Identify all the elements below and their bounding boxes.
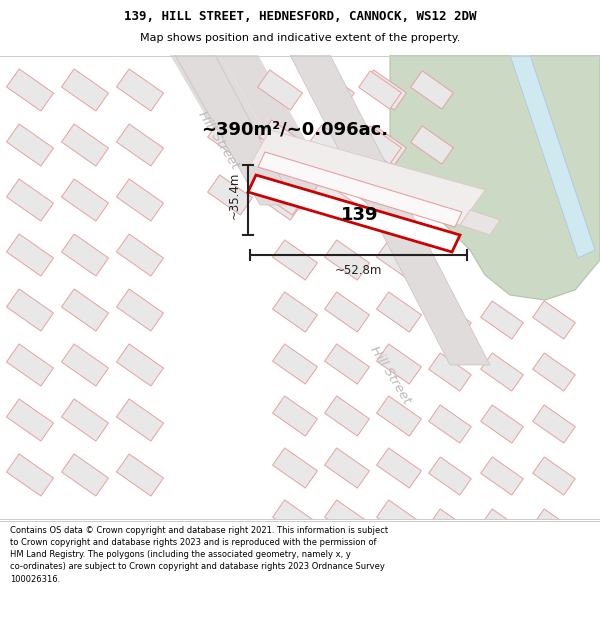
Polygon shape [208,120,253,160]
Polygon shape [170,55,310,210]
Polygon shape [61,179,109,221]
Polygon shape [362,125,406,165]
Polygon shape [175,55,295,205]
Polygon shape [377,448,421,488]
Polygon shape [116,399,164,441]
Polygon shape [481,457,523,495]
Polygon shape [533,353,575,391]
Polygon shape [325,448,370,488]
Polygon shape [61,124,109,166]
Text: Contains OS data © Crown copyright and database right 2021. This information is : Contains OS data © Crown copyright and d… [10,526,388,584]
Polygon shape [220,55,345,210]
Polygon shape [61,234,109,276]
Text: ~52.8m: ~52.8m [335,264,382,278]
Polygon shape [250,130,485,225]
Polygon shape [377,500,421,540]
Polygon shape [116,69,164,111]
Polygon shape [359,71,401,109]
Polygon shape [7,234,53,276]
Polygon shape [325,396,370,436]
Polygon shape [260,120,304,160]
Text: 139, HILL STREET, HEDNESFORD, CANNOCK, WS12 2DW: 139, HILL STREET, HEDNESFORD, CANNOCK, W… [124,11,476,24]
Polygon shape [377,240,421,280]
Polygon shape [510,55,595,258]
Text: Hill Street: Hill Street [195,109,241,171]
Polygon shape [411,181,453,219]
Polygon shape [362,180,406,220]
Polygon shape [272,396,317,436]
Polygon shape [429,353,471,391]
Text: 139: 139 [341,206,379,224]
Polygon shape [481,405,523,443]
Polygon shape [116,454,164,496]
Polygon shape [429,509,471,547]
Polygon shape [7,69,53,111]
Polygon shape [310,125,355,165]
Polygon shape [7,289,53,331]
Polygon shape [61,454,109,496]
Text: Hill Street: Hill Street [367,344,413,406]
Polygon shape [7,344,53,386]
Polygon shape [272,344,317,384]
Polygon shape [290,55,490,365]
Polygon shape [116,344,164,386]
Polygon shape [61,344,109,386]
Polygon shape [359,126,401,164]
Polygon shape [257,70,302,110]
Polygon shape [377,344,421,384]
Text: ~390m²/~0.096ac.: ~390m²/~0.096ac. [202,121,389,139]
Polygon shape [310,180,355,220]
Polygon shape [481,509,523,547]
Polygon shape [248,175,460,252]
Polygon shape [7,399,53,441]
Polygon shape [411,71,453,109]
Polygon shape [325,240,370,280]
Polygon shape [429,457,471,495]
Polygon shape [481,353,523,391]
Polygon shape [7,454,53,496]
Polygon shape [257,125,302,165]
Polygon shape [429,301,471,339]
Polygon shape [272,240,317,280]
Polygon shape [272,448,317,488]
Polygon shape [116,124,164,166]
Polygon shape [533,301,575,339]
Polygon shape [310,70,355,110]
Polygon shape [61,69,109,111]
Polygon shape [411,126,453,164]
Polygon shape [325,344,370,384]
Polygon shape [7,179,53,221]
Polygon shape [116,289,164,331]
Polygon shape [61,399,109,441]
Polygon shape [325,500,370,540]
Polygon shape [460,210,500,235]
Polygon shape [7,124,53,166]
Polygon shape [258,152,462,227]
Polygon shape [390,55,600,300]
Polygon shape [533,457,575,495]
Polygon shape [257,180,302,220]
Polygon shape [533,405,575,443]
Polygon shape [325,292,370,332]
Text: Map shows position and indicative extent of the property.: Map shows position and indicative extent… [140,33,460,43]
Polygon shape [272,500,317,540]
Polygon shape [260,175,304,215]
Polygon shape [533,509,575,547]
Polygon shape [362,70,406,110]
Polygon shape [272,292,317,332]
Polygon shape [116,179,164,221]
Polygon shape [359,181,401,219]
Polygon shape [61,289,109,331]
Polygon shape [377,292,421,332]
Polygon shape [377,396,421,436]
Polygon shape [429,405,471,443]
Polygon shape [116,234,164,276]
Text: ~35.4m: ~35.4m [227,171,241,219]
Polygon shape [208,175,253,215]
Polygon shape [481,301,523,339]
